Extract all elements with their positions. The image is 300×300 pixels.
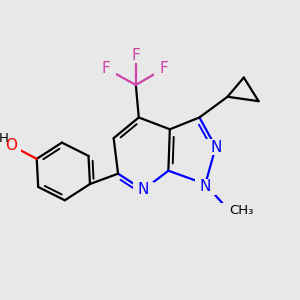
Text: N: N xyxy=(210,140,221,154)
Bar xyxy=(205,139,226,155)
Text: H: H xyxy=(0,132,9,145)
Text: N: N xyxy=(200,179,211,194)
Text: CH₃: CH₃ xyxy=(229,204,254,217)
Bar xyxy=(2,137,21,154)
Bar xyxy=(126,47,146,64)
Bar xyxy=(211,202,247,219)
Bar xyxy=(195,179,216,195)
Text: O: O xyxy=(6,138,18,153)
Bar xyxy=(133,182,154,198)
Text: F: F xyxy=(160,61,168,76)
Bar xyxy=(154,61,173,77)
Text: N: N xyxy=(137,182,149,197)
Bar xyxy=(97,61,116,77)
Text: F: F xyxy=(102,61,111,76)
Text: F: F xyxy=(131,48,140,63)
